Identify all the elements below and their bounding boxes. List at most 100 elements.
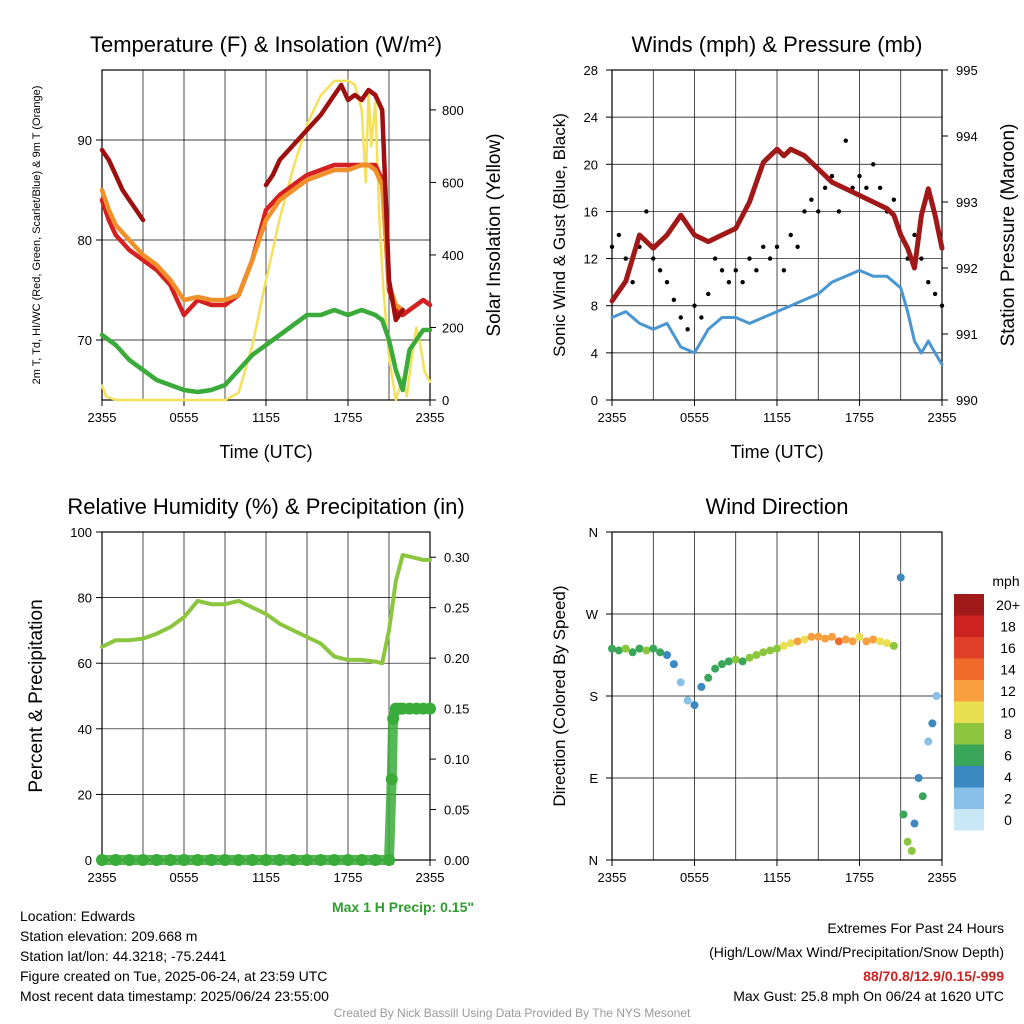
- wdir-point: [773, 644, 781, 653]
- wdir-point: [690, 701, 699, 710]
- footer-created: Figure created on Tue, 2025-06-24, at 23…: [20, 968, 328, 984]
- legend-label: 20+: [996, 597, 1020, 613]
- wind-series-speed: [610, 268, 944, 367]
- wind-y-tick-label: 12: [584, 252, 598, 267]
- temp-y2-tick-label: 400: [442, 248, 464, 263]
- legend-swatch: [954, 615, 984, 637]
- wind-gust-point: [671, 297, 677, 303]
- wdir-point: [899, 810, 908, 819]
- wind-gust-point: [919, 256, 924, 261]
- wind-gust-point: [685, 327, 690, 332]
- wdir-point: [779, 641, 788, 650]
- wind-x-tick-label: 2355: [928, 410, 957, 425]
- wind-gust-point: [754, 268, 759, 273]
- wdir-y-tick-label: E: [589, 771, 598, 786]
- wdir-point: [697, 682, 706, 691]
- wind-y-tick-label: 20: [584, 157, 598, 172]
- wdir-point: [889, 641, 898, 650]
- wind-gust-point: [678, 315, 683, 320]
- temp-y2-tick-label: 200: [442, 320, 464, 335]
- wdir-point: [862, 637, 871, 646]
- wind-ylabel: Sonic Wind & Gust (Blue, Black): [550, 113, 569, 357]
- wind-gust-point: [651, 256, 656, 261]
- rh-y2-tick-label: 0.05: [444, 803, 469, 818]
- wind-gust-point: [726, 279, 732, 285]
- wind-title: Winds (mph) & Pressure (mb): [632, 32, 923, 57]
- wdir-point: [793, 637, 802, 646]
- wind-gust-point: [767, 256, 773, 261]
- wdir-point: [635, 644, 644, 653]
- wind-gust-point: [712, 256, 718, 261]
- wind-gust-point: [926, 279, 931, 285]
- legend-swatch: [954, 723, 984, 745]
- wdir-y-tick-label: N: [589, 853, 598, 868]
- wdir-point: [786, 639, 795, 648]
- legend-label: 18: [1000, 619, 1016, 635]
- legend-label: 10: [1000, 705, 1016, 721]
- wdir-point: [828, 632, 836, 641]
- temp-xlabel: Time (UTC): [219, 442, 312, 462]
- wdir-point: [855, 632, 864, 641]
- wind-gust-point: [802, 209, 807, 214]
- extremes-subtitle: (High/Low/Max Wind/Precipitation/Snow De…: [709, 944, 1004, 960]
- wdir-point: [914, 774, 923, 782]
- wind-y2-tick-label: 993: [956, 195, 978, 210]
- wind-gust-point: [795, 244, 800, 249]
- wdir-point: [907, 846, 916, 855]
- wdir-point: [731, 655, 740, 664]
- legend-swatch: [954, 637, 984, 659]
- rh-y2-tick-label: 0.00: [444, 853, 469, 868]
- temp-series-windchill_high: [99, 147, 146, 223]
- wdir-point: [834, 637, 843, 646]
- wdir-y-tick-label: W: [586, 607, 599, 622]
- wind-y2label: Station Pressure (Maroon): [998, 124, 1019, 347]
- wdir-ylabel: Direction (Colored By Speed): [550, 585, 569, 806]
- max-precip-label: Max 1 H Precip: 0.15": [332, 899, 474, 915]
- temp-y2-tick-label: 600: [442, 175, 464, 190]
- wind-gust-point: [864, 185, 869, 191]
- wdir-point: [724, 657, 733, 666]
- wdir-point: [663, 651, 671, 659]
- legend-label: 2: [1004, 791, 1012, 807]
- wind-gust-point: [664, 279, 670, 285]
- wdir-point: [718, 660, 726, 669]
- wind-gust-point: [616, 232, 622, 238]
- wdir-point: [738, 657, 747, 666]
- temp-y2label: Solar Insolation (Yellow): [484, 133, 505, 336]
- rh-y-tick-label: 100: [70, 525, 92, 540]
- footer-recent: Most recent data timestamp: 2025/06/24 2…: [20, 988, 329, 1004]
- temp-y-tick-label: 70: [78, 333, 92, 348]
- temp-x-tick-label: 1755: [334, 410, 363, 425]
- wind-y-tick-label: 16: [584, 204, 598, 219]
- rh-y2-tick-label: 0.10: [444, 752, 469, 767]
- credit-line: Created By Nick Bassill Using Data Provi…: [333, 1006, 691, 1020]
- wind-gust-point: [843, 138, 848, 143]
- wdir-point: [752, 651, 761, 659]
- wind-y2-tick-label: 994: [956, 129, 978, 144]
- wind-y-tick-label: 24: [584, 110, 598, 125]
- wind-gust-point: [829, 173, 835, 179]
- extremes-values: 88/70.8/12.9/0.15/-999: [863, 968, 1004, 984]
- rh-y2-tick-label: 0.20: [444, 651, 469, 666]
- wdir-x-tick-label: 0555: [680, 870, 709, 885]
- wind-gust-point: [788, 232, 793, 238]
- wind-gust-point: [822, 185, 828, 191]
- wdir-point: [642, 646, 651, 655]
- rh-y-tick-label: 80: [78, 591, 92, 606]
- wdir-y-tick-label: N: [589, 525, 598, 540]
- rh-title: Relative Humidity (%) & Precipitation (i…: [67, 494, 464, 519]
- legend-swatch: [954, 766, 984, 788]
- legend-swatch: [954, 809, 984, 831]
- footer-latlon: Station lat/lon: 44.3218; -75.2441: [20, 948, 227, 964]
- wdir-point: [759, 648, 768, 657]
- wdir-point: [876, 637, 885, 646]
- rh-x-tick-label: 2355: [88, 870, 117, 885]
- wind-gust-point: [891, 197, 897, 202]
- legend-label: 8: [1004, 726, 1012, 742]
- rh-y2-tick-label: 0.30: [444, 550, 469, 565]
- wdir-point: [932, 692, 941, 700]
- wdir-point: [628, 648, 637, 657]
- legend-swatch: [954, 594, 984, 616]
- extremes-title: Extremes For Past 24 Hours: [827, 920, 1004, 936]
- wind-gust-point: [761, 244, 766, 249]
